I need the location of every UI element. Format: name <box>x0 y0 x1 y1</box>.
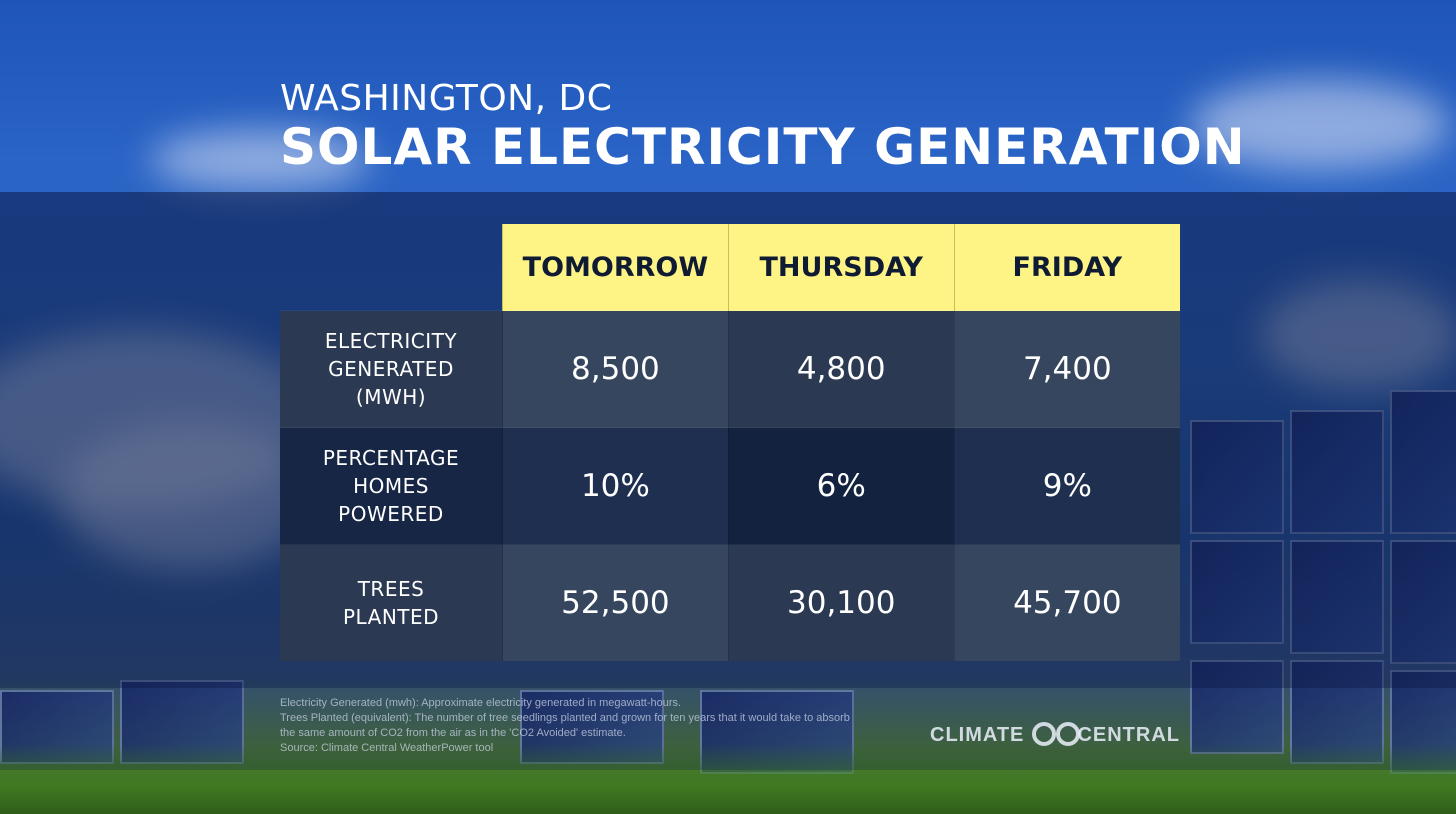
table-header-row: TOMORROW THURSDAY FRIDAY <box>280 224 1180 311</box>
row-label-trees-planted: TREES PLANTED <box>280 544 503 661</box>
page-title: SOLAR ELECTRICITY GENERATION <box>280 118 1246 176</box>
logo-text-left: CLIMATE <box>930 723 1025 746</box>
column-header-friday: FRIDAY <box>953 224 1180 311</box>
table-row-electricity-generated: ELECTRICITY GENERATED (MWH) 8,500 4,800 … <box>280 310 1180 428</box>
cell-electricity-tomorrow: 8,500 <box>502 310 729 428</box>
footnote-line: Trees Planted (equivalent): The number o… <box>280 712 850 724</box>
climate-central-logo: CLIMATE CENTRAL <box>930 720 1180 750</box>
footnotes: Electricity Generated (mwh): Approximate… <box>280 696 920 756</box>
footnote-line: Electricity Generated (mwh): Approximate… <box>280 697 682 709</box>
cell-homes-friday: 9% <box>953 427 1180 545</box>
cell-trees-friday: 45,700 <box>953 544 1180 661</box>
column-header-thursday: THURSDAY <box>727 224 955 311</box>
cell-homes-tomorrow: 10% <box>502 427 729 545</box>
logo-text-right: CENTRAL <box>1077 723 1180 746</box>
row-label-percentage-homes-powered: PERCENTAGE HOMES POWERED <box>280 427 503 545</box>
row-label-electricity-generated: ELECTRICITY GENERATED (MWH) <box>280 310 503 428</box>
city-name: WASHINGTON, DC <box>280 78 613 119</box>
table-row-trees-planted: TREES PLANTED 52,500 30,100 45,700 <box>280 544 1180 661</box>
cell-trees-tomorrow: 52,500 <box>502 544 729 661</box>
column-header-tomorrow: TOMORROW <box>502 224 729 311</box>
table-row-percentage-homes-powered: PERCENTAGE HOMES POWERED 10% 6% 9% <box>280 427 1180 545</box>
cell-homes-thursday: 6% <box>727 427 955 545</box>
cell-electricity-thursday: 4,800 <box>727 310 955 428</box>
cell-electricity-friday: 7,400 <box>953 310 1180 428</box>
table-corner <box>280 224 503 311</box>
footnote-line: the same amount of CO2 from the air as i… <box>280 727 626 739</box>
logo-rings-icon <box>1030 720 1081 750</box>
footer-backdrop-band <box>0 688 1456 770</box>
cell-trees-thursday: 30,100 <box>727 544 955 661</box>
footnote-source: Source: Climate Central WeatherPower too… <box>280 742 494 754</box>
generation-table: TOMORROW THURSDAY FRIDAY ELECTRICITY GEN… <box>280 224 1180 661</box>
